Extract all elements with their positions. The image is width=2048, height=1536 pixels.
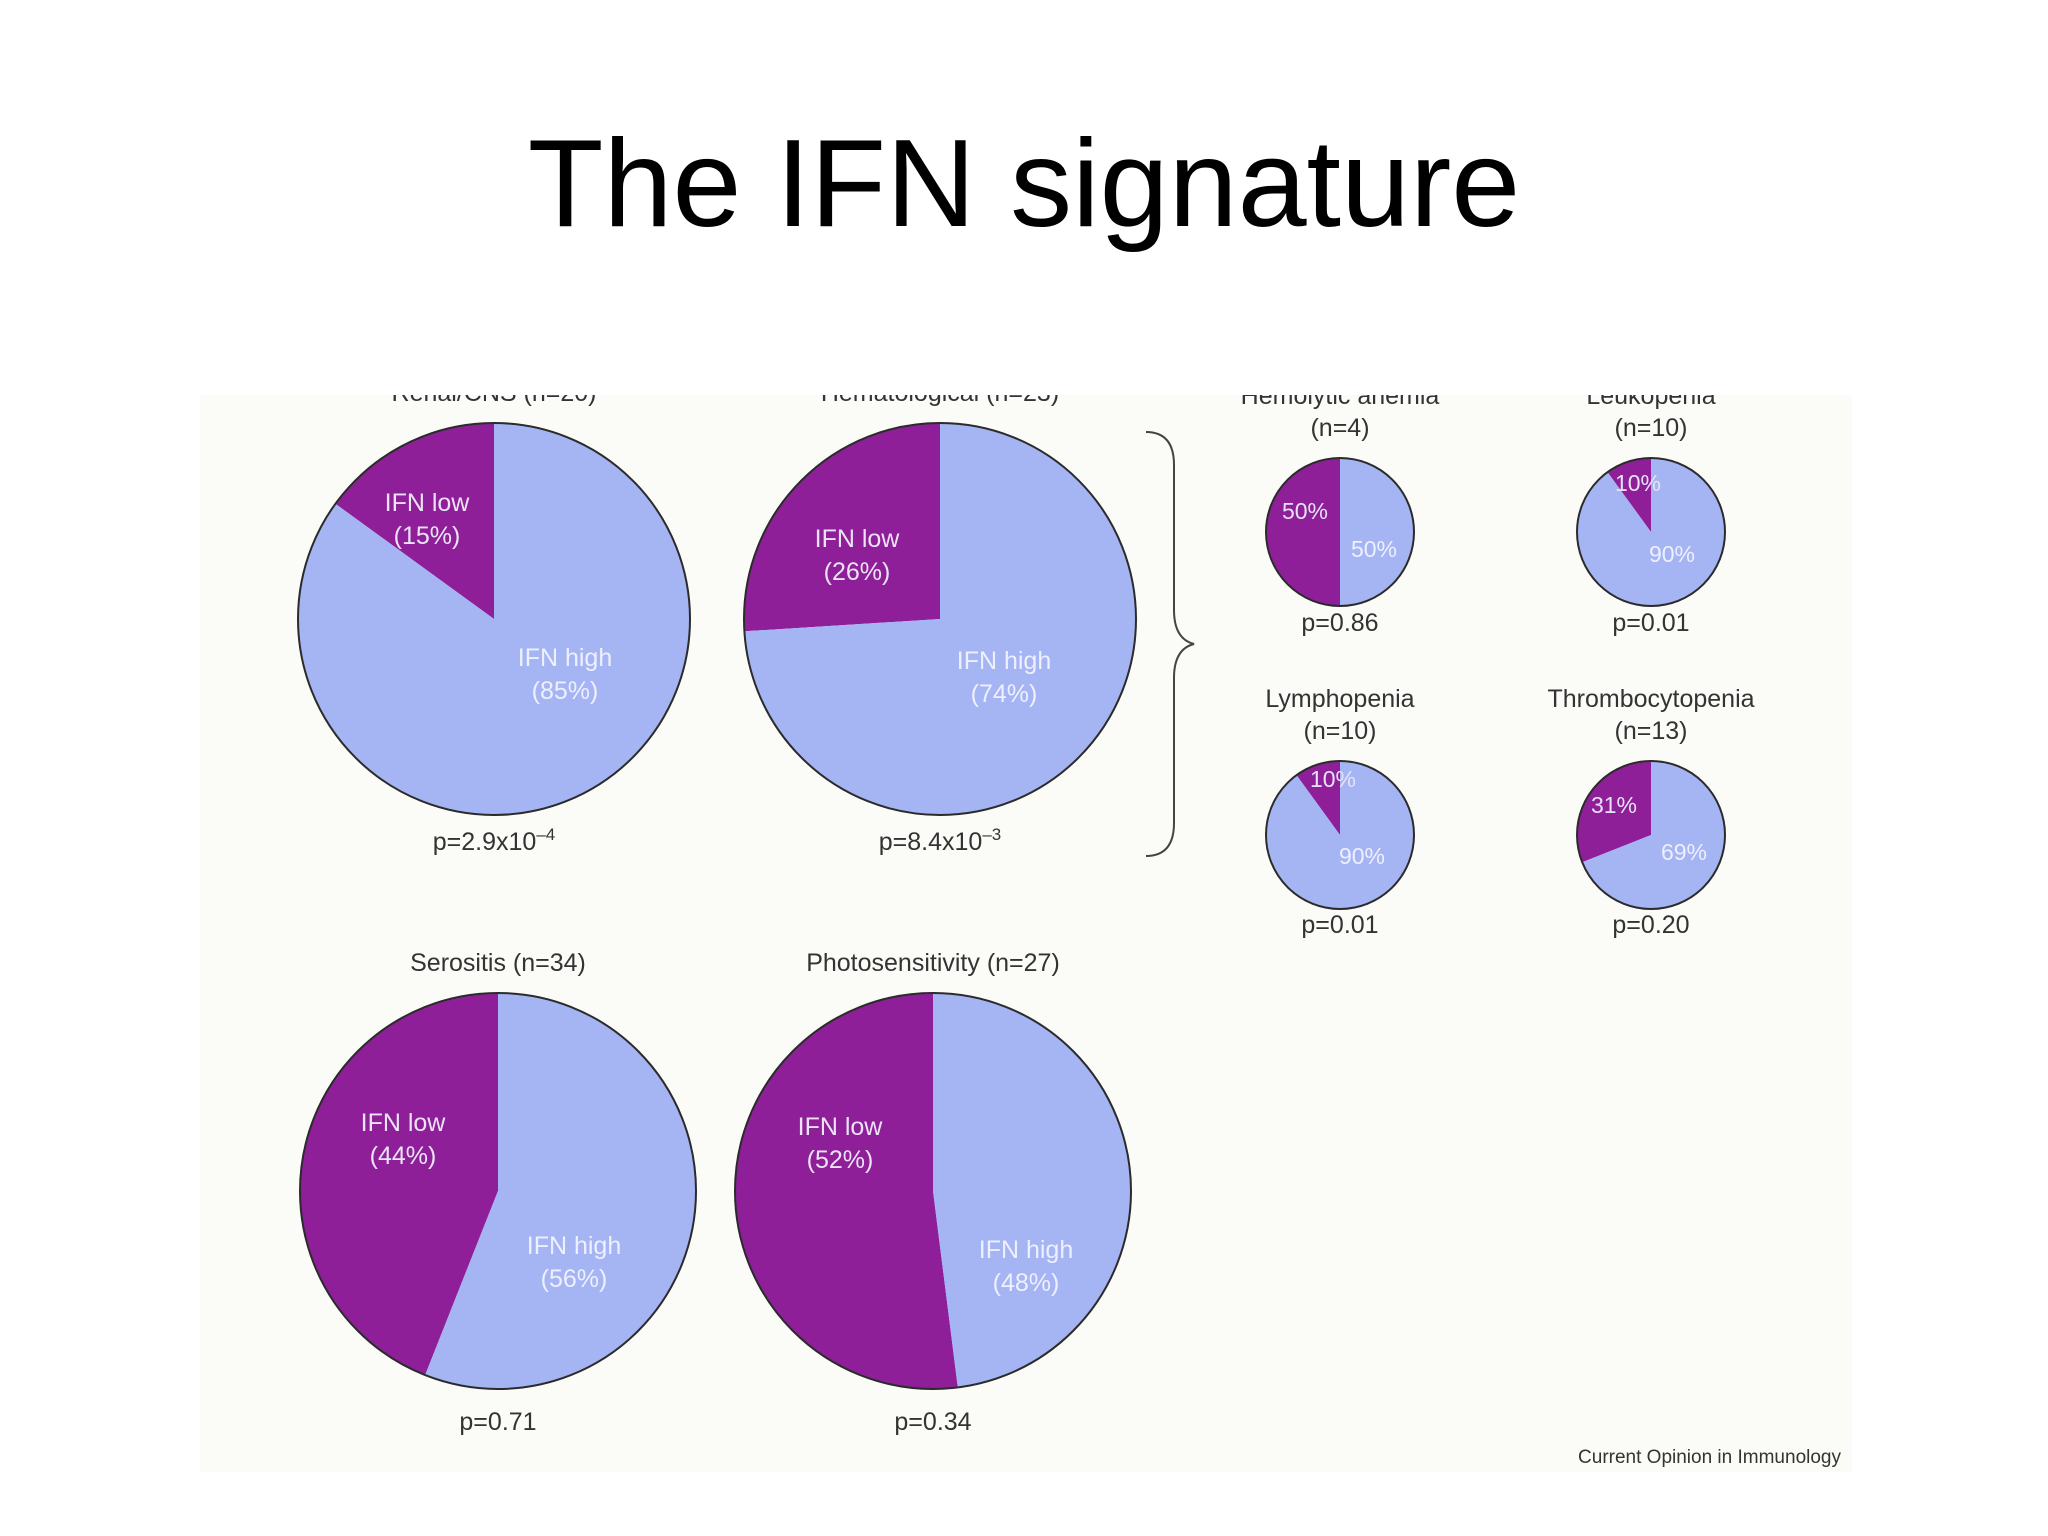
p-value-exponent: –4 <box>536 825 555 844</box>
pie-chart-figure: Renal/CNS (n=20) IFN low (15%) IFN high (85%… <box>297 395 1841 1468</box>
pie-slice-ifn-high <box>297 423 690 815</box>
slice-pct-ifn-low: (15%) <box>394 522 461 550</box>
pie-outline <box>734 992 1132 1390</box>
p-value-text: p=0.86 <box>1301 609 1378 637</box>
pie-slice-ifn-high <box>1340 458 1414 606</box>
grouping-brace <box>1145 431 1195 857</box>
slice-label-ifn-low: 31% <box>1591 792 1637 818</box>
p-value: p=8.4x10–3 <box>879 825 1002 856</box>
pie-slice-ifn-low <box>1296 761 1340 835</box>
slice-label-ifn-low: 10% <box>1615 470 1661 496</box>
slice-label-ifn-low: 10% <box>1310 766 1356 792</box>
p-value-text: p=8.4x10 <box>879 828 983 856</box>
pie-slice-ifn-low <box>735 993 958 1389</box>
pie-title: Lymphopenia <box>1265 685 1414 713</box>
pie-outline <box>1265 457 1415 607</box>
pie-slice-ifn-high <box>1576 458 1725 606</box>
p-value-text: p=0.34 <box>894 1408 971 1436</box>
slice-pct-ifn-high: (56%) <box>541 1265 608 1293</box>
pie-slice-ifn-low <box>744 423 940 632</box>
p-value-text: p=0.01 <box>1301 911 1378 939</box>
figure-credit: Current Opinion in Immunology <box>1578 1447 1841 1468</box>
p-value: p=0.20 <box>1612 911 1689 939</box>
slice-label-ifn-high: IFN high <box>527 1232 621 1260</box>
p-value-text: p=0.01 <box>1612 609 1689 637</box>
p-value-text: p=0.20 <box>1612 911 1689 939</box>
slice-pct-ifn-low: (44%) <box>370 1142 437 1170</box>
pie-outline <box>743 422 1137 816</box>
pie-slice-ifn-high <box>425 993 696 1389</box>
slice-label-ifn-high: IFN high <box>957 647 1051 675</box>
slice-label-ifn-low: IFN low <box>361 1109 447 1137</box>
pie-title-n: (n=10) <box>1304 717 1377 745</box>
pie-slice-ifn-high <box>744 423 1137 815</box>
pie-slice-ifn-high <box>1265 761 1414 909</box>
pie-title: Hematological (n=23) <box>821 395 1059 407</box>
slice-label-ifn-low: IFN low <box>798 1113 884 1141</box>
slice-pct-ifn-high: (48%) <box>993 1269 1060 1297</box>
pie-slice-ifn-low <box>335 423 494 619</box>
pie-slice-ifn-high <box>933 993 1132 1388</box>
pie-title: Renal/CNS (n=20) <box>392 395 597 407</box>
slide-title: The IFN signature <box>527 115 1521 253</box>
pie-title: Serositis (n=34) <box>410 949 586 977</box>
slice-pct-ifn-high: (85%) <box>532 677 599 705</box>
pie-title: Thrombocytopenia <box>1547 685 1754 713</box>
p-value: p=2.9x10–4 <box>433 825 556 856</box>
pie-slice-ifn-low <box>1266 458 1340 606</box>
slice-label-ifn-high: 90% <box>1339 843 1385 869</box>
pie-title: Photosensitivity (n=27) <box>806 949 1060 977</box>
pie-outline <box>1576 457 1726 607</box>
pie-outline <box>297 422 691 816</box>
p-value: p=0.34 <box>894 1408 971 1436</box>
slice-pct-ifn-low: (26%) <box>824 558 891 586</box>
slice-label-ifn-high: 69% <box>1661 839 1707 865</box>
p-value: p=0.01 <box>1612 609 1689 637</box>
slice-label-ifn-high: 50% <box>1351 536 1397 562</box>
p-value: p=0.01 <box>1301 911 1378 939</box>
p-value: p=0.71 <box>459 1408 536 1436</box>
pie-title-n: (n=4) <box>1310 414 1369 442</box>
pie-slice-ifn-high <box>1582 761 1726 909</box>
slice-label-ifn-high: IFN high <box>979 1236 1073 1264</box>
slice-label-ifn-low: IFN low <box>385 489 471 517</box>
slice-label-ifn-high: IFN high <box>518 644 612 672</box>
pie-title-n: (n=10) <box>1615 414 1688 442</box>
p-value: p=0.86 <box>1301 609 1378 637</box>
pie-title: Leukopenia <box>1586 395 1715 410</box>
pie-outline <box>299 992 697 1390</box>
pie-title: Hemolytic anemia <box>1241 395 1440 410</box>
p-value-exponent: –3 <box>982 825 1001 844</box>
pie-slice-ifn-low <box>1607 458 1651 532</box>
slice-label-ifn-low: IFN low <box>815 525 901 553</box>
pie-outline <box>1576 760 1726 910</box>
pie-outline <box>1265 760 1415 910</box>
figure-panel: Renal/CNS (n=20) IFN low (15%) IFN high (85%… <box>200 395 1852 1472</box>
pie-slice-ifn-low <box>299 993 498 1376</box>
slice-pct-ifn-low: (52%) <box>807 1146 874 1174</box>
slice-label-ifn-low: 50% <box>1282 498 1328 524</box>
pie-title-n: (n=13) <box>1615 717 1688 745</box>
p-value-text: p=0.71 <box>459 1408 536 1436</box>
slice-pct-ifn-high: (74%) <box>971 680 1038 708</box>
slice-label-ifn-high: 90% <box>1649 541 1695 567</box>
p-value-text: p=2.9x10 <box>433 828 537 856</box>
